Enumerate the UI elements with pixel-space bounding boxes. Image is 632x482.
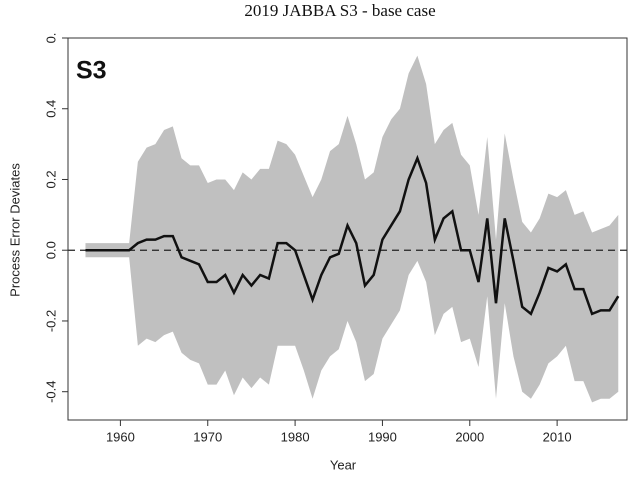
panel-label: S3 [76, 57, 107, 85]
chart-title: 2019 JABBA S3 - base case [244, 1, 435, 20]
x-tick-label: 2000 [455, 429, 484, 444]
x-tick-label: 2010 [543, 429, 572, 444]
x-tick-label: 1970 [193, 429, 222, 444]
y-tick-label: 0. [43, 33, 58, 44]
x-tick-label: 1960 [106, 429, 135, 444]
y-tick-label: 0.0 [43, 241, 58, 259]
y-tick-label: -0.4 [43, 381, 58, 403]
confidence-band [85, 55, 619, 403]
x-tick-label: 1980 [281, 429, 310, 444]
x-axis-label: Year [330, 457, 357, 472]
x-tick-label: 1990 [368, 429, 397, 444]
y-tick-label: 0.4 [43, 100, 58, 118]
y-axis-label: Process Error Deviates [7, 163, 22, 297]
plot-frame [67, 37, 628, 421]
y-tick-label: 0.2 [43, 170, 58, 188]
y-tick-label: -0.2 [43, 310, 58, 332]
line [85, 154, 620, 316]
